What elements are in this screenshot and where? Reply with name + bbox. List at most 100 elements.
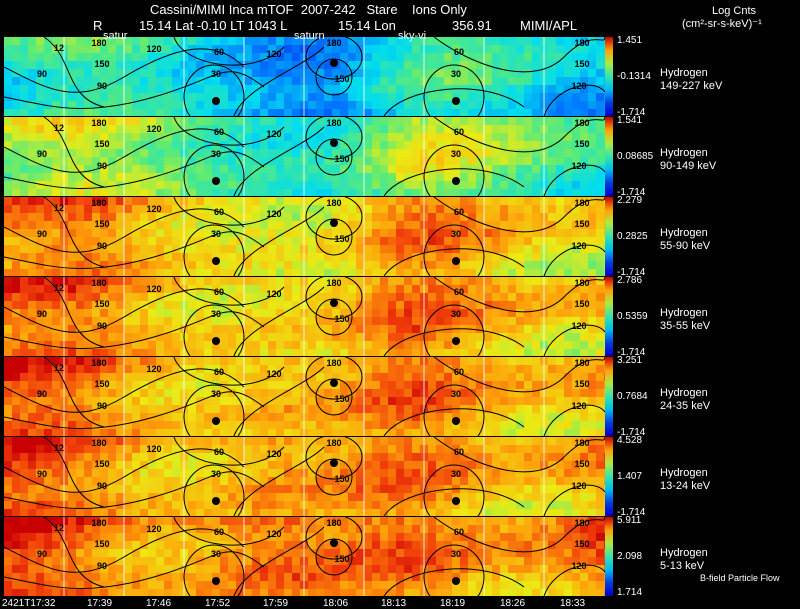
heat-cell (124, 333, 132, 341)
heat-cell (188, 157, 196, 165)
heat-cell (124, 341, 132, 349)
heat-cell (500, 397, 508, 405)
heat-cell (108, 181, 116, 189)
heat-cell (604, 429, 605, 436)
heat-cell (228, 189, 236, 196)
heat-cell (228, 77, 236, 85)
heat-cell (428, 221, 436, 229)
heat-cell (292, 381, 300, 389)
heat-cell (460, 101, 468, 109)
heat-cell (324, 381, 332, 389)
heat-cell (52, 229, 60, 237)
heat-cell (44, 341, 52, 349)
heat-cell (364, 205, 372, 213)
heat-cell (508, 485, 516, 493)
heat-cell (276, 381, 284, 389)
heat-cell (292, 165, 300, 173)
heat-cell (36, 229, 44, 237)
heat-cell (244, 445, 252, 453)
heat-cell (324, 405, 332, 413)
heat-cell (604, 157, 605, 165)
heat-cell (108, 405, 116, 413)
heat-cell (484, 85, 492, 93)
heat-cell (276, 365, 284, 373)
heat-cell (596, 133, 604, 141)
heat-cell (164, 429, 172, 436)
heat-cell (164, 253, 172, 261)
heat-cell (444, 453, 452, 461)
heat-cell (476, 325, 484, 333)
heat-cell (452, 77, 460, 85)
heat-cell (340, 149, 348, 157)
heat-cell (252, 525, 260, 533)
heat-cell (404, 509, 412, 516)
heat-cell (548, 461, 556, 469)
heat-cell (404, 85, 412, 93)
heat-cell (500, 309, 508, 317)
heat-cell (444, 61, 452, 69)
heat-cell (324, 37, 332, 45)
contour-line (543, 244, 605, 276)
heat-cell (268, 93, 276, 101)
heat-cell (52, 317, 60, 325)
heat-cell (524, 517, 532, 525)
heat-cell (284, 237, 292, 245)
heat-cell (444, 469, 452, 477)
heat-cell (492, 453, 500, 461)
heat-cell (44, 117, 52, 125)
heat-cell (396, 285, 404, 293)
heat-cell (388, 173, 396, 181)
heat-cell (324, 93, 332, 101)
heat-cell (116, 229, 124, 237)
heat-cell (484, 301, 492, 309)
heat-cell (548, 93, 556, 101)
heat-cell (196, 389, 204, 397)
heat-cell (284, 517, 292, 525)
heat-cell (388, 421, 396, 429)
heat-cell (412, 173, 420, 181)
heat-cell (292, 101, 300, 109)
heat-cell (204, 245, 212, 253)
heat-cell (412, 229, 420, 237)
heat-cell (332, 77, 340, 85)
heat-cell (356, 133, 364, 141)
heat-cell (396, 69, 404, 77)
heat-cell (204, 485, 212, 493)
heat-cell (508, 117, 516, 125)
heat-cell (332, 197, 340, 205)
heat-cell (276, 453, 284, 461)
heat-cell (348, 37, 356, 45)
heat-cell (84, 477, 92, 485)
heat-cell (12, 501, 20, 509)
heat-cell (476, 181, 484, 189)
heat-cell (196, 61, 204, 69)
heat-cell (588, 173, 596, 181)
heat-cell (364, 437, 372, 445)
heat-cell (28, 341, 36, 349)
heat-cell (340, 325, 348, 333)
heat-cell (92, 477, 100, 485)
heat-cell (212, 69, 220, 77)
heat-cell (356, 293, 364, 301)
heat-cell (36, 341, 44, 349)
heat-cell (324, 501, 332, 509)
heat-cell (324, 125, 332, 133)
heat-cell (516, 189, 524, 196)
heat-cell (156, 333, 164, 341)
heat-cell (412, 469, 420, 477)
heat-cell (604, 253, 605, 261)
heat-cell (372, 381, 380, 389)
heat-cell (348, 485, 356, 493)
heat-cell (484, 309, 492, 317)
heat-cell (140, 485, 148, 493)
heat-cell (20, 493, 28, 501)
heat-cell (484, 453, 492, 461)
heat-cell (324, 229, 332, 237)
heat-cell (388, 69, 396, 77)
heat-cell (356, 325, 364, 333)
heat-cell (252, 165, 260, 173)
heat-cell (332, 157, 340, 165)
heat-cell (500, 205, 508, 213)
heat-cell (508, 357, 516, 365)
